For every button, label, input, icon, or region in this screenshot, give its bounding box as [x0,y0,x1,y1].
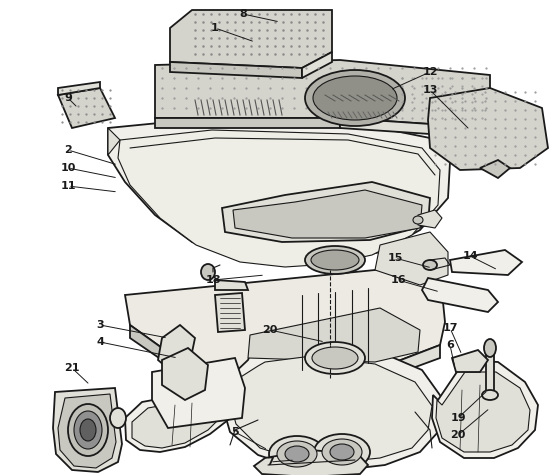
Text: 7: 7 [266,457,274,467]
Polygon shape [233,190,422,238]
Ellipse shape [311,250,359,270]
Polygon shape [452,350,488,372]
Polygon shape [158,325,195,372]
Text: 11: 11 [60,181,76,191]
Text: 6: 6 [446,340,454,350]
Polygon shape [58,82,100,95]
Ellipse shape [314,434,370,470]
Text: 9: 9 [64,93,72,103]
Polygon shape [108,118,450,265]
Ellipse shape [484,339,496,357]
Polygon shape [155,118,340,128]
Polygon shape [170,10,332,68]
Polygon shape [428,88,548,170]
Ellipse shape [313,76,397,120]
Text: 19: 19 [450,413,466,423]
Text: 16: 16 [390,275,406,285]
Ellipse shape [305,342,365,374]
Text: 14: 14 [462,251,478,261]
Ellipse shape [482,390,498,400]
Polygon shape [222,344,442,470]
Polygon shape [58,394,116,468]
Text: 13: 13 [422,85,438,95]
Polygon shape [125,396,230,452]
Ellipse shape [110,408,126,428]
Text: 4: 4 [96,337,104,347]
Polygon shape [160,345,440,388]
Polygon shape [230,356,432,462]
Polygon shape [118,130,440,267]
Polygon shape [132,403,225,448]
Polygon shape [53,388,122,472]
Polygon shape [222,182,430,242]
Polygon shape [486,352,494,392]
Text: 12: 12 [422,67,438,77]
Polygon shape [436,372,530,452]
Polygon shape [450,250,522,275]
Polygon shape [432,360,538,458]
Ellipse shape [269,436,325,472]
Text: 15: 15 [387,253,403,263]
Ellipse shape [80,419,96,441]
Polygon shape [108,128,120,155]
Ellipse shape [74,411,102,449]
Text: 2: 2 [64,145,72,155]
Ellipse shape [305,246,365,274]
Polygon shape [125,265,445,376]
Polygon shape [302,52,332,78]
Text: 5: 5 [231,427,239,437]
Polygon shape [215,293,245,332]
Polygon shape [162,348,208,400]
Ellipse shape [322,439,362,465]
Ellipse shape [423,260,437,270]
Polygon shape [170,62,302,78]
Polygon shape [254,450,368,475]
Text: 1: 1 [211,23,219,33]
Text: 21: 21 [64,363,80,373]
Polygon shape [152,358,245,428]
Polygon shape [340,118,490,138]
Text: 8: 8 [239,9,247,19]
Text: 3: 3 [96,320,104,330]
Ellipse shape [413,216,423,224]
Ellipse shape [330,444,354,460]
Text: 20: 20 [262,325,278,335]
Polygon shape [375,232,448,285]
Ellipse shape [305,70,405,126]
Polygon shape [130,325,162,360]
Polygon shape [215,280,248,290]
Ellipse shape [285,446,309,462]
Ellipse shape [68,404,108,456]
Text: 10: 10 [60,163,76,173]
Text: 17: 17 [442,323,458,333]
Polygon shape [422,278,498,312]
Text: 18: 18 [205,275,220,285]
Ellipse shape [312,347,358,369]
Polygon shape [248,308,420,362]
Polygon shape [58,88,115,128]
Ellipse shape [277,441,317,467]
Ellipse shape [201,264,215,280]
Polygon shape [155,60,490,128]
Polygon shape [480,160,510,178]
Text: 20: 20 [450,430,466,440]
Polygon shape [418,210,442,228]
